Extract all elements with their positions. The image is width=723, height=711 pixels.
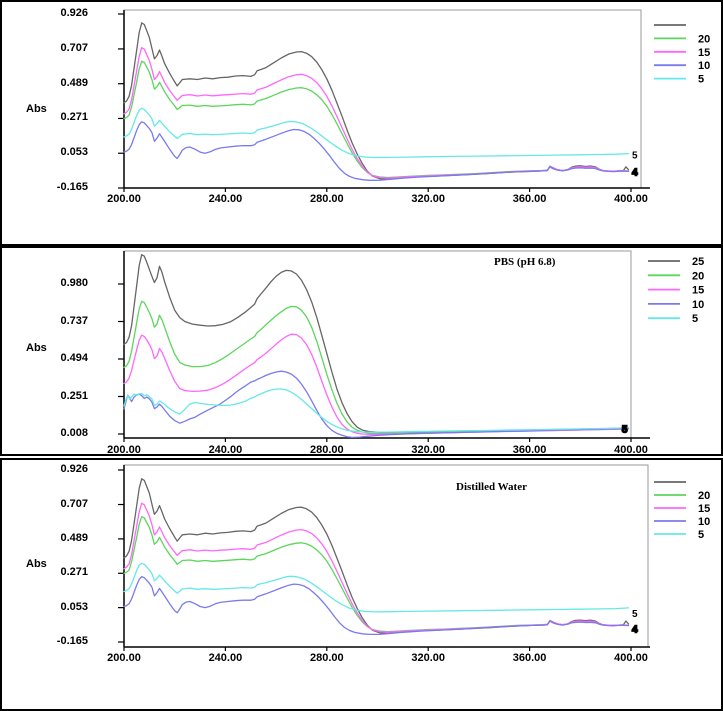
x-tick-label: 200.00 <box>107 444 141 456</box>
y-axis-title: Abs <box>26 342 47 354</box>
y-tick-label: 0.926 <box>60 463 88 475</box>
legend-label: 10 <box>698 516 710 528</box>
x-tick-label: 280.00 <box>309 193 344 205</box>
curve-end-label: 4 <box>632 168 638 179</box>
y-tick-label: 0.008 <box>60 427 88 439</box>
chart-title-pbs: PBS (pH 6.8) <box>494 256 556 268</box>
y-tick-label: -0.165 <box>56 181 88 193</box>
x-tick-label: 360.00 <box>512 193 547 205</box>
x-tick-label: 200.00 <box>107 193 141 205</box>
x-tick-label: 360.00 <box>512 444 547 456</box>
plot-frame <box>123 250 632 439</box>
y-axis-title: Abs <box>26 103 47 115</box>
y-tick-label: 0.707 <box>60 41 88 54</box>
spectrum-curve-5 <box>123 107 630 159</box>
spectrum-panel-distilled-water: 20 15 10 5 5 4 Abs Distilled Water 0.926 0.707… <box>0 458 723 711</box>
legend-label: 15 <box>692 285 704 297</box>
y-tick-label: 0.053 <box>60 146 88 159</box>
y-tick-label: 0.271 <box>60 566 88 579</box>
spectrum-curve-5 <box>123 388 630 433</box>
plot-frame <box>123 9 642 189</box>
x-tick-label: 400.00 <box>614 193 648 205</box>
x-tick-label: 320.00 <box>411 193 446 205</box>
legend-label: 25 <box>692 256 704 268</box>
curve-end-label: 5 <box>632 609 638 620</box>
y-tick-label: 0.489 <box>60 531 88 544</box>
y-tick-label: 0.271 <box>60 111 88 124</box>
legend-label: 5 <box>698 529 704 541</box>
y-tick-label: 0.489 <box>60 76 88 89</box>
x-tick-label: 280.00 <box>309 444 344 456</box>
y-tick-label: 0.053 <box>60 600 88 613</box>
legend-label: 20 <box>698 490 710 502</box>
y-tick-label: 0.707 <box>60 497 88 510</box>
legend-label: 5 <box>692 313 698 325</box>
y-axis-title: Abs <box>26 558 47 570</box>
legend-label: 10 <box>698 60 710 72</box>
legend-label: 15 <box>698 503 710 515</box>
y-tick-label: -0.165 <box>56 635 88 647</box>
spectrum-curve-10 <box>123 370 630 439</box>
y-tick-label: 0.980 <box>60 277 88 289</box>
curve-end-label: 5 <box>632 151 638 162</box>
spectrum-curve-20 <box>123 300 630 435</box>
legend-label: 15 <box>698 47 710 59</box>
plot-canvas: 25 20 15 10 5 5 <box>118 250 704 442</box>
spectrum-curve-15 <box>123 333 630 435</box>
spectrum-panel-top: 20 15 10 5 5 4 Abs 0.926 0.707 0.489 0.271 0.053 -… <box>0 0 723 246</box>
x-tick-label: 320.00 <box>411 652 446 664</box>
legend-label: 20 <box>692 270 704 282</box>
x-tick-label: 240.00 <box>208 652 243 664</box>
x-tick-label: 320.00 <box>411 444 446 456</box>
curve-end-label: 4 <box>632 625 638 636</box>
x-tick-label: 200.00 <box>107 652 141 664</box>
x-tick-label: 240.00 <box>208 444 243 456</box>
spectrum-curve-5 <box>123 562 630 613</box>
y-tick-label: 0.494 <box>60 352 88 364</box>
chart-title-distilled-water: Distilled Water <box>456 481 527 493</box>
spectrum-curve-25 <box>123 254 630 433</box>
spectrum-curve-10 <box>123 575 630 636</box>
spectrum-curve-15 <box>123 47 630 179</box>
x-tick-label: 240.00 <box>208 193 243 205</box>
x-tick-label: 400.00 <box>614 444 648 456</box>
curve-end-label: 5 <box>622 424 628 435</box>
legend-label: 10 <box>692 299 704 311</box>
spectrum-panel-pbs: 25 20 15 10 5 5 Abs PBS (pH 6.8) 0.980 0.737 0.… <box>0 246 723 456</box>
legend-label: 5 <box>698 74 704 86</box>
spectrum-curve-10 <box>123 121 630 181</box>
legend-label: 20 <box>698 33 710 45</box>
y-tick-label: 0.737 <box>60 314 88 327</box>
plot-frame <box>123 464 649 648</box>
y-tick-label: 0.926 <box>60 7 88 19</box>
x-tick-label: 360.00 <box>512 652 547 664</box>
x-tick-label: 400.00 <box>614 652 648 664</box>
y-tick-label: 0.251 <box>60 389 88 402</box>
spectrum-curve-15 <box>123 502 630 633</box>
x-tick-label: 280.00 <box>309 652 344 664</box>
